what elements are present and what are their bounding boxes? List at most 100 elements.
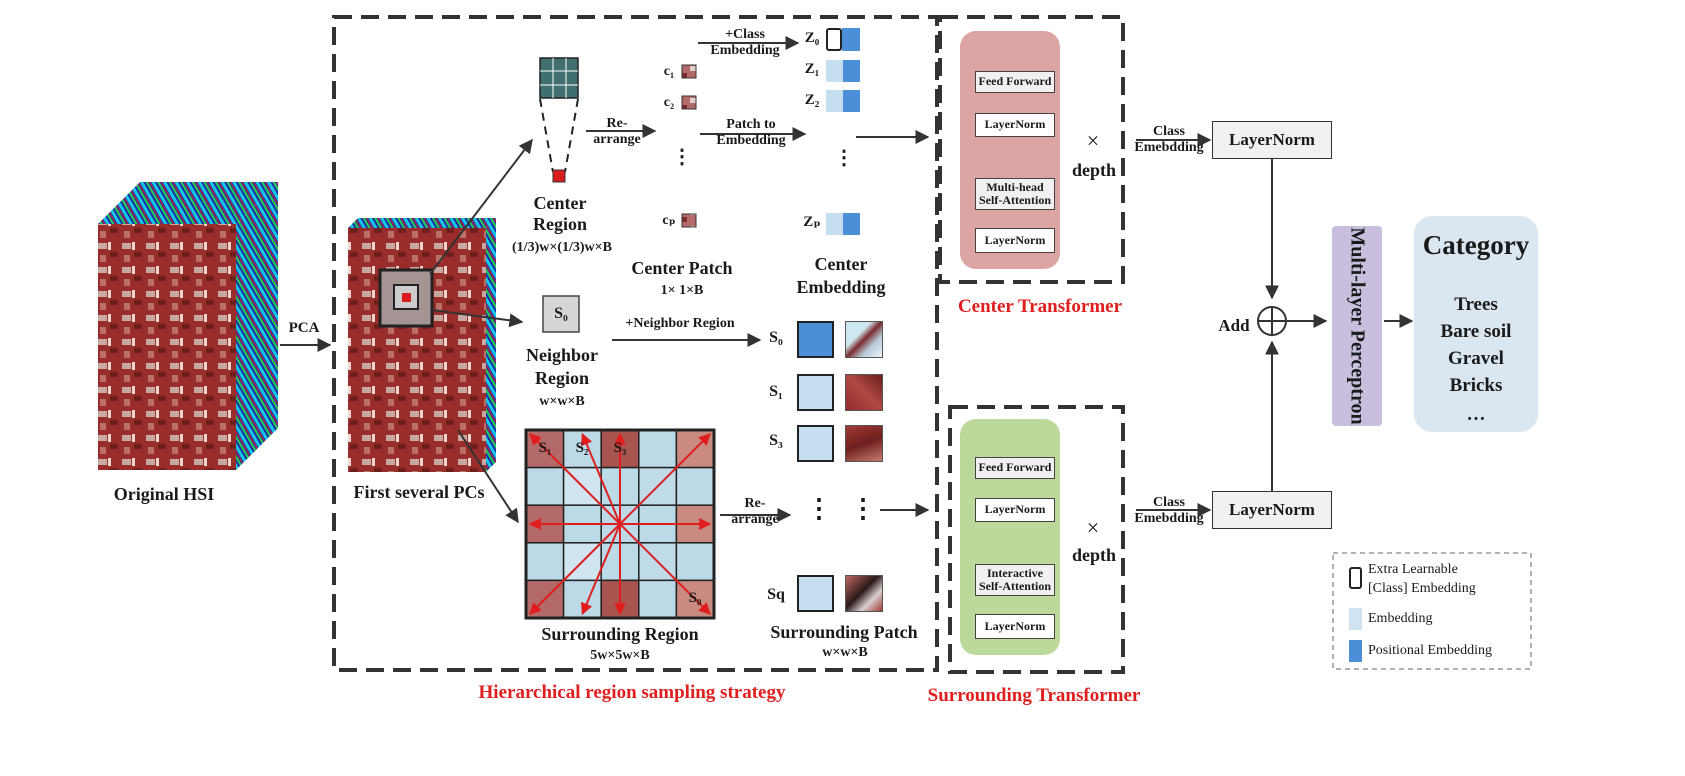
center-embedding-title: Center Embedding [796, 254, 886, 298]
strategy-frame [332, 15, 939, 672]
legend-swatch-class [1349, 567, 1362, 589]
category-item-ellipsis: … [1466, 404, 1486, 425]
s1-patch-image [845, 374, 883, 411]
grid-cell [675, 542, 715, 582]
neighbor-region-dims: w×w×B [539, 394, 585, 409]
surrounding-patch-dims: w×w×B [822, 645, 868, 660]
center-patch-dims: 1× 1×B [660, 283, 704, 298]
original-hsi-cube [98, 182, 278, 470]
center-region-dims: (1/3)w×(1/3)w×B [512, 240, 612, 255]
center-tf-layernorm-bottom: LayerNorm [975, 228, 1055, 253]
category-item-bricks: Bricks [1449, 375, 1503, 396]
s-token-0: S₀ [769, 329, 783, 346]
add-symbol [1257, 306, 1287, 336]
surround-tf-depth: depth [1071, 545, 1116, 565]
sampling-arrow [619, 433, 711, 525]
neighbor-region-title: Neighbor Region [526, 345, 598, 389]
pca-label: PCA [288, 320, 320, 336]
category-panel [1414, 216, 1538, 432]
center-rearrange-label: Re-arrange [593, 116, 641, 148]
center-patch-title: Center Patch [631, 258, 733, 278]
sampling-arrow [581, 523, 621, 616]
center-tf-layernorm-top: LayerNorm [975, 113, 1055, 137]
sampling-arrow [581, 432, 621, 525]
category-item-gravel: Gravel [1448, 348, 1504, 369]
z1-position-embedding [843, 60, 860, 82]
legend-swatch-positional [1349, 640, 1362, 662]
c-token-ellipsis: ⋮ [672, 146, 692, 168]
category-item-bare-soil: Bare soil [1440, 321, 1512, 342]
surround-tf-interactive-attention: Interactive Self-Attention [975, 564, 1055, 596]
c-token-2: c₂ [663, 95, 675, 110]
surround-tf-feed-forward: Feed Forward [975, 457, 1055, 479]
neighbor-region-plus-label: +Neighbor Region [625, 316, 735, 331]
z-token-ellipsis: ⋮ [834, 147, 854, 169]
pcs-cube [348, 218, 496, 472]
s3-patch-image [845, 425, 883, 462]
center-tf-depth: depth [1071, 160, 1116, 180]
grid-label-s0: S₀ [688, 590, 702, 606]
legend-frame [1332, 552, 1532, 670]
surround-tf-layernorm-bottom: LayerNorm [975, 614, 1055, 639]
patch-to-embedding-label: Patch to Embedding [716, 117, 786, 149]
mlp-label: Multi-layer Perceptron [1346, 227, 1369, 425]
s-token-q: Sq [767, 586, 785, 603]
surround-final-layernorm: LayerNorm [1212, 491, 1332, 529]
category-title: Category [1422, 230, 1530, 260]
legend-swatch-embedding [1349, 608, 1362, 630]
sampling-arrow [529, 433, 621, 525]
s-token-1: S₁ [769, 383, 783, 400]
class-embedding-label: +Class Embedding [710, 27, 780, 59]
surrounding-region-title: Surrounding Region [541, 624, 699, 644]
z2-embedding [826, 90, 844, 112]
center-tf-mhsa: Multi-head Self-Attention [975, 178, 1055, 210]
s1-embedding [797, 374, 834, 411]
sq-embedding [797, 575, 834, 612]
s-ellipsis-left: ⋮ [806, 494, 832, 523]
z1-embedding [826, 60, 844, 82]
grid-cell [675, 466, 715, 506]
grid-label-s2: S₂ [575, 440, 589, 456]
center-final-layernorm: LayerNorm [1212, 121, 1332, 159]
add-label: Add [1218, 316, 1250, 335]
z-token-2: Z₂ [804, 92, 820, 108]
grid-cell [525, 542, 565, 582]
legend-label-positional: Positional Embedding [1368, 643, 1493, 658]
zp-embedding [826, 213, 844, 235]
surround-class-emb-label: Class Emebdding [1134, 495, 1204, 527]
c-token-1: c₁ [663, 64, 675, 79]
surrounding-transformer-title: Surrounding Transformer [927, 685, 1141, 706]
s0-patch-image [845, 321, 883, 358]
center-transformer-title: Center Transformer [957, 296, 1123, 317]
surround-rearrange-label: Re-arrange [731, 496, 779, 528]
surround-tf-layernorm-top: LayerNorm [975, 498, 1055, 522]
center-tf-times: × [1086, 128, 1100, 153]
c-token-p: cₚ [662, 213, 676, 228]
legend-label-class: Extra Learnable [Class] Embedding [1368, 562, 1476, 596]
mlp-block: Multi-layer Perceptron [1332, 226, 1382, 426]
legend-label-embedding: Embedding [1368, 611, 1433, 626]
category-item-trees: Trees [1454, 294, 1498, 315]
class-token-embedding [826, 28, 842, 51]
surrounding-transformer-frame [948, 405, 1125, 674]
s3-embedding [797, 425, 834, 462]
pcs-label: First several PCs [353, 482, 485, 502]
center-tf-feed-forward: Feed Forward [975, 71, 1055, 93]
grid-border [524, 428, 716, 620]
s-ellipsis-right: ⋮ [850, 494, 876, 523]
center-transformer-frame [938, 15, 1125, 284]
center-class-emb-label: Class Emebdding [1134, 124, 1204, 156]
grid-cell [638, 429, 678, 469]
center-region-graphic [539, 57, 579, 183]
grid-cell [525, 466, 565, 506]
z-token-1: Z₁ [804, 61, 820, 77]
surrounding-region-dims: 5w×5w×B [590, 648, 650, 663]
s0-position-embedding [797, 321, 834, 358]
z-token-p: Zₚ [803, 214, 821, 230]
s-token-3: S₃ [769, 432, 783, 449]
center-region-title: Center Region [533, 193, 587, 234]
sampling-arrow [529, 523, 621, 615]
original-hsi-label: Original HSI [113, 484, 215, 504]
